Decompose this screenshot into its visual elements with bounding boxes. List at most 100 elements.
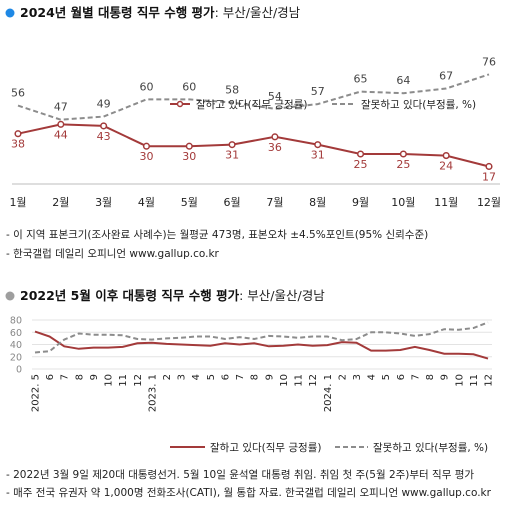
chart2-x-tick-label: 7 — [60, 374, 71, 380]
chart1-approve-data-label: 38 — [11, 138, 25, 151]
chart1-disapprove-data-label: 58 — [225, 84, 239, 97]
chart2-x-tick-label: 3 — [352, 374, 363, 380]
chart2-x-tick-label: 10 — [454, 374, 465, 387]
section2-title-region: : 부산/울산/경남 — [239, 288, 325, 303]
chart1-x-tick-label: 11월 — [434, 196, 458, 209]
chart1-approve-data-label: 25 — [396, 158, 410, 171]
chart1-approve-data-label: 30 — [182, 150, 196, 163]
chart1-disapprove-data-label: 54 — [268, 90, 282, 103]
chart1-approve-point — [399, 150, 407, 158]
chart1-approve-data-label: 36 — [268, 141, 282, 154]
chart2-x-tick-label: 11 — [294, 374, 305, 387]
chart2-x-tick-label: 9 — [89, 374, 100, 380]
section1-title-region: : 부산/울산/경남 — [215, 5, 301, 20]
chart1-approve-point — [271, 133, 279, 141]
chart2-x-tick-label: 6 — [45, 374, 56, 380]
chart2-x-tick-label: 2 — [337, 374, 348, 380]
chart2-x-tick-label: 9 — [440, 374, 451, 380]
chart1-x-tick-label: 7월 — [266, 196, 283, 209]
chart2-x-tick-label: 12 — [133, 374, 144, 387]
chart1-disapprove-data-label: 57 — [311, 85, 325, 98]
chart2-x-tick-label: 7 — [410, 374, 421, 380]
chart1-approve-point — [485, 162, 493, 171]
section1-note-2: - 한국갤럽 데일리 오피니언 www.gallup.co.kr — [6, 247, 220, 260]
chart1-approve-point — [100, 122, 108, 130]
legend1-disapprove-label: 잘못하고 있다(부정률, %) — [361, 98, 476, 111]
chart2-x-tick-label: 10 — [279, 374, 290, 387]
chart2-y-tick-label: 20 — [10, 352, 22, 363]
chart1-x-tick-label: 2월 — [52, 196, 69, 209]
chart2-approve-line — [34, 330, 489, 360]
chart2-x-tick-label: 5 — [381, 374, 392, 380]
section2-bullet — [5, 291, 15, 301]
chart1-disapprove-data-label: 67 — [439, 69, 453, 82]
chart1-approve-point — [142, 142, 151, 150]
chart1-x-tick-label: 8월 — [309, 196, 326, 209]
chart2-x-tick-label: 3 — [177, 374, 188, 380]
chart2-disapprove-line — [34, 321, 489, 354]
legend1-approve-label: 잘하고 있다(직무 긍정률) — [196, 98, 307, 111]
chart1-approve-data-label: 30 — [139, 150, 153, 163]
section2-title: 2022년 5월 이후 대통령 직무 수행 평가: 부산/울산/경남 — [20, 288, 325, 303]
chart1-x-tick-label: 4월 — [138, 196, 155, 209]
legend1-approve-marker — [176, 100, 184, 108]
chart2-x-tick-label: 9 — [264, 374, 275, 380]
chart1-approve-point — [356, 150, 365, 158]
chart1-approve-data-label: 31 — [311, 149, 325, 162]
section1-bullet — [5, 8, 15, 18]
chart1-approve-data-label: 24 — [439, 160, 453, 173]
chart2-x-tick-label: 2022. 5 — [31, 374, 42, 412]
chart2-x-tick-label: 10 — [104, 374, 115, 387]
chart1-approve-data-label: 31 — [225, 149, 239, 162]
chart1-approve-data-label: 44 — [54, 128, 68, 141]
chart2-x-tick-label: 2024. 1 — [323, 374, 334, 412]
chart2-y-tick-label: 80 — [10, 316, 22, 327]
chart1-x-tick-label: 10월 — [391, 196, 415, 209]
chart1-x-tick-label: 1월 — [9, 196, 26, 209]
chart1-disapprove-data-label: 56 — [11, 87, 25, 100]
chart1-approve-point — [442, 152, 450, 160]
chart2-x-tick-label: 6 — [396, 374, 407, 380]
chart1-approve-data-label: 17 — [482, 170, 496, 183]
chart1-disapprove-data-label: 64 — [396, 74, 410, 87]
chart1-disapprove-data-label: 49 — [97, 98, 111, 111]
section2-note-2: - 매주 전국 유권자 약 1,000명 전화조사(CATI), 월 통합 자료… — [6, 486, 492, 499]
chart2-x-tick-label: 11 — [469, 374, 480, 387]
section1-title-bold: 2024년 월별 대통령 직무 수행 평가 — [20, 5, 215, 20]
section1-title: 2024년 월별 대통령 직무 수행 평가: 부산/울산/경남 — [20, 5, 301, 20]
section1-note-1: - 이 지역 표본크기(조사완료 사례수)는 월평균 473명, 표본오차 ±4… — [6, 228, 428, 241]
chart2-x-tick-label: 2023. 1 — [147, 374, 158, 412]
chart1-disapprove-data-label: 65 — [354, 73, 368, 86]
chart1-approve-point — [57, 120, 65, 128]
chart2-x-tick-label: 12 — [484, 374, 495, 387]
chart1-disapprove-data-label: 76 — [482, 55, 496, 68]
chart1-approve-point — [228, 141, 236, 149]
chart2-legend: 잘하고 있다(직무 긍정률) 잘못하고 있다(부정률, %) — [170, 441, 488, 454]
chart1-x-tick-label: 9월 — [352, 196, 369, 209]
chart1-approve-point — [14, 130, 22, 138]
chart2-x-tick-label: 8 — [74, 374, 85, 380]
chart1-legend: 잘하고 있다(직무 긍정률) 잘못하고 있다(부정률, %) — [170, 98, 476, 111]
chart1-x-tick-label: 5월 — [181, 196, 198, 209]
chart2-x-tick-label: 7 — [235, 374, 246, 380]
chart2-x-tick-label: 4 — [367, 374, 378, 380]
chart1-approve-data-label: 43 — [97, 130, 111, 143]
chart1-x-tick-label: 12월 — [477, 196, 501, 209]
chart1-disapprove-data-label: 60 — [182, 80, 196, 93]
section2-note-1: - 2022년 3월 9일 제20대 대통령선거. 5월 10일 윤석열 대통령… — [6, 468, 474, 481]
chart1-disapprove-data-label: 47 — [54, 101, 68, 114]
chart2-y-tick-label: 0 — [16, 365, 22, 376]
legend2-disapprove-label: 잘못하고 있다(부정률, %) — [373, 441, 488, 454]
chart1-x-tick-label: 3월 — [95, 196, 112, 209]
chart1-disapprove-data-label: 60 — [139, 80, 153, 93]
chart2-y-tick-label: 40 — [10, 340, 22, 351]
chart2-x-tick-label: 8 — [425, 374, 436, 380]
chart2-x-tick-label: 4 — [191, 374, 202, 380]
chart1-x-tick-label: 6월 — [224, 196, 241, 209]
legend2-approve-label: 잘하고 있다(직무 긍정률) — [210, 441, 321, 454]
chart2-x-tick-label: 11 — [118, 374, 129, 387]
chart2-x-tick-label: 2 — [162, 374, 173, 380]
chart1-approve-point — [314, 141, 322, 149]
chart1-approve-point — [185, 142, 193, 150]
